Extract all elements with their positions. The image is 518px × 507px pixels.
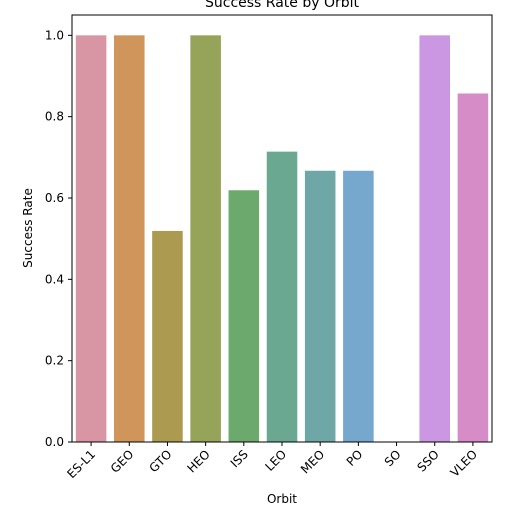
- bar-geo: [114, 35, 145, 442]
- x-tick-label: ISS: [228, 447, 251, 470]
- x-tick-label: VLEO: [448, 447, 480, 479]
- y-ticks-group: 0.0 0.2 0.4 0.6 0.8 1.0: [45, 28, 72, 449]
- y-tick-label: 0.0: [45, 435, 64, 449]
- x-tick-label: GTO: [147, 447, 175, 475]
- bar-sso: [419, 35, 450, 442]
- y-tick-label: 0.8: [45, 110, 64, 124]
- x-tick-label: HEO: [184, 447, 212, 475]
- chart-title: Success Rate by Orbit: [205, 0, 360, 11]
- y-tick-label: 1.0: [45, 28, 64, 42]
- bars-group: [75, 35, 489, 443]
- x-tick-label: LEO: [262, 447, 289, 474]
- y-tick-label: 0.6: [45, 191, 64, 205]
- bar-iss: [228, 190, 260, 442]
- x-tick-label: SO: [382, 447, 404, 469]
- x-tick-label: GEO: [108, 447, 137, 476]
- x-tick-label: PO: [344, 447, 366, 469]
- bar-meo: [304, 170, 336, 442]
- x-tick-label: MEO: [298, 447, 327, 476]
- bar-leo: [266, 151, 298, 442]
- x-tick-label: SSO: [414, 447, 441, 474]
- bar-heo: [190, 35, 221, 442]
- y-axis-label: Success Rate: [21, 188, 35, 268]
- y-tick-label: 0.2: [45, 354, 64, 368]
- x-axis-label: Orbit: [267, 492, 297, 506]
- bar-vleo: [457, 93, 489, 443]
- x-tick-label: ES-L1: [64, 447, 98, 481]
- x-ticks-group: ES-L1 GEO GTO HEO ISS LEO MEO PO SO SSO VLEO: [64, 442, 480, 481]
- plot-frame: [71, 14, 493, 443]
- bar-gto: [152, 230, 183, 442]
- y-tick-label: 0.4: [45, 272, 64, 286]
- bar-es-l1: [75, 35, 107, 442]
- bar-po: [343, 170, 374, 442]
